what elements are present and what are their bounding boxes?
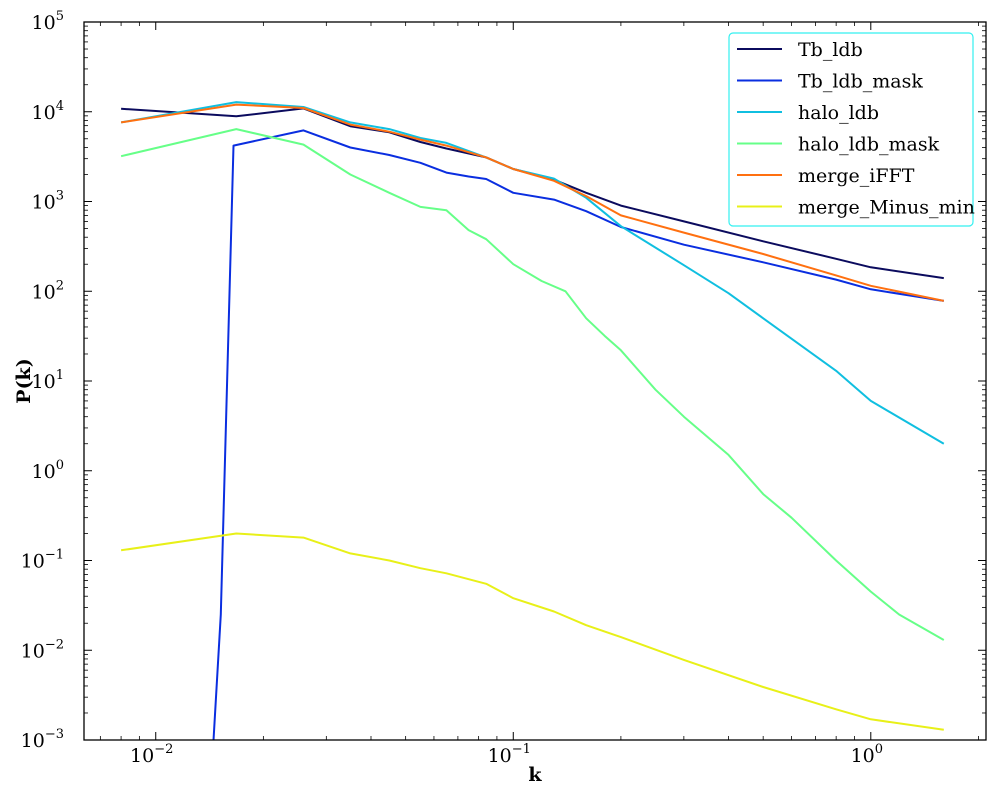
y-tick-label: 103	[32, 189, 64, 214]
y-tick-label: 10−3	[21, 727, 64, 752]
series-line-tb-ldb-mask	[212, 129, 944, 740]
series-line-halo-ldb-mask	[120, 128, 945, 641]
legend-label: Tb_ldb	[798, 39, 863, 61]
legend-label: merge_Minus_min	[798, 197, 975, 219]
series-line-merge-ifft	[120, 103, 945, 302]
legend-label: merge_iFFT	[798, 165, 915, 187]
y-tick-label: 102	[32, 278, 64, 303]
legend-label: halo_ldb_mask	[798, 134, 940, 156]
y-tick-label: 105	[32, 9, 64, 34]
y-tick-label: 101	[32, 368, 64, 393]
y-tick-label: 100	[32, 458, 64, 483]
x-tick-label: 10−2	[130, 742, 173, 767]
legend-label: halo_ldb	[798, 102, 879, 124]
legend: Tb_ldb Tb_ldb_mask halo_ldb halo_ldb_maskme…	[728, 32, 975, 227]
legend-label: Tb_ldb_mask	[798, 71, 923, 93]
y-tick-label: 10−2	[21, 637, 64, 662]
y-axis-label: P(k)	[13, 358, 35, 403]
series-line-halo-ldb	[120, 101, 945, 445]
series-layer	[120, 101, 945, 740]
x-axis-label: k	[528, 764, 542, 786]
ticks-layer	[84, 21, 986, 741]
y-tick-label: 10−1	[21, 548, 64, 573]
x-tick-label: 100	[851, 742, 883, 767]
legend-box	[728, 32, 974, 227]
series-line-merge-minus-min	[120, 532, 944, 731]
y-tick-label: 104	[32, 99, 64, 124]
x-tick-label: 10−1	[488, 742, 531, 767]
